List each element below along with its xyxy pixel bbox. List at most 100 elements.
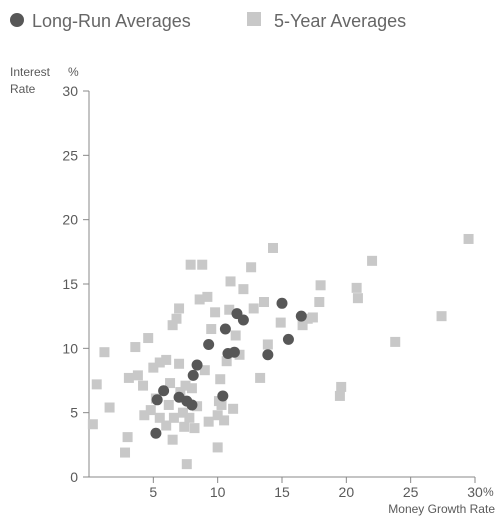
five-year-points (87, 233, 474, 470)
y-tick-label: 25 (62, 147, 78, 163)
x-axis-title: Money Growth Rate (388, 502, 495, 516)
five-year-point (221, 356, 232, 367)
x-tick-label: 25 (403, 484, 419, 500)
ticks-layer: 0 5 10 15 20 25 30 5 10 15 20 25 30 (62, 83, 483, 500)
five-year-point (161, 354, 172, 365)
five-year-point (238, 284, 249, 295)
long-run-point (262, 349, 274, 361)
five-year-point (248, 303, 259, 314)
five-year-point (148, 362, 159, 373)
y-tick-label: 0 (70, 469, 78, 485)
long-run-point (150, 427, 162, 439)
five-year-point (203, 416, 214, 427)
y-tick-label: 15 (62, 276, 78, 292)
five-year-point (225, 276, 236, 287)
five-year-point (132, 370, 143, 381)
five-year-point (167, 320, 178, 331)
five-year-point (180, 380, 191, 391)
five-year-point (104, 402, 115, 413)
legend-marker-long-run (10, 13, 24, 27)
five-year-point (436, 311, 447, 322)
x-axis-unit: % (483, 485, 494, 499)
long-run-point (158, 385, 170, 397)
five-year-point (122, 432, 133, 443)
x-tick-label: 15 (274, 484, 290, 500)
five-year-point (267, 242, 278, 253)
legend-label-long-run: Long-Run Averages (32, 11, 191, 31)
five-year-point (143, 333, 154, 344)
five-year-point (189, 423, 200, 434)
five-year-point (165, 378, 176, 389)
five-year-point (99, 347, 110, 358)
five-year-point (168, 412, 179, 423)
five-year-point (163, 399, 174, 410)
five-year-point (307, 312, 318, 323)
five-year-point (154, 357, 165, 368)
legend-label-five-year: 5-Year Averages (274, 11, 406, 31)
long-run-point (282, 333, 294, 345)
five-year-point (161, 420, 172, 431)
five-year-point (171, 313, 182, 324)
long-run-point (228, 346, 240, 358)
five-year-point (206, 324, 217, 335)
long-run-point (151, 394, 163, 406)
five-year-point (315, 280, 326, 291)
legend-marker-five-year (247, 12, 261, 26)
long-run-point (203, 338, 215, 350)
y-tick-label: 30 (62, 83, 78, 99)
five-year-point (351, 282, 362, 293)
five-year-point (145, 405, 156, 416)
five-year-point (336, 381, 347, 392)
long-run-point (219, 323, 231, 335)
long-run-point (237, 314, 249, 326)
five-year-point (123, 372, 134, 383)
y-axis-unit: % (68, 65, 79, 79)
five-year-point (91, 379, 102, 390)
five-year-point (199, 365, 210, 376)
five-year-point (174, 358, 185, 369)
five-year-point (314, 297, 325, 308)
five-year-point (194, 294, 205, 305)
five-year-point (224, 304, 235, 315)
five-year-point (216, 399, 227, 410)
five-year-point (130, 342, 141, 353)
five-year-point (390, 336, 401, 347)
long-run-point (217, 390, 229, 402)
five-year-point (334, 390, 345, 401)
five-year-point (297, 320, 308, 331)
five-year-point (258, 297, 269, 308)
five-year-point (120, 447, 131, 458)
five-year-point (87, 419, 98, 430)
five-year-point (185, 259, 196, 270)
five-year-point (184, 412, 195, 423)
five-year-point (367, 255, 378, 266)
legend: Long-Run Averages 5-Year Averages (10, 11, 406, 31)
five-year-point (234, 349, 245, 360)
long-run-point (276, 297, 288, 309)
five-year-point (212, 442, 223, 453)
five-year-point (210, 307, 221, 318)
x-tick-label: 20 (339, 484, 355, 500)
x-tick-label: 10 (210, 484, 226, 500)
five-year-point (186, 383, 197, 394)
five-year-point (212, 410, 223, 421)
five-year-point (463, 233, 474, 244)
x-tick-label: 5 (149, 484, 157, 500)
five-year-point (302, 313, 313, 324)
five-year-point (177, 407, 188, 418)
y-tick-label: 5 (70, 405, 78, 421)
five-year-point (174, 303, 185, 314)
five-year-point (219, 415, 230, 426)
five-year-point (275, 317, 286, 328)
five-year-point (215, 374, 226, 385)
five-year-point (255, 372, 266, 383)
five-year-point (154, 412, 165, 423)
five-year-point (352, 293, 363, 304)
y-tick-label: 20 (62, 212, 78, 228)
long-run-point (186, 399, 198, 411)
five-year-point (197, 259, 208, 270)
long-run-point (295, 310, 307, 322)
five-year-point (246, 262, 257, 273)
five-year-point (228, 403, 239, 414)
